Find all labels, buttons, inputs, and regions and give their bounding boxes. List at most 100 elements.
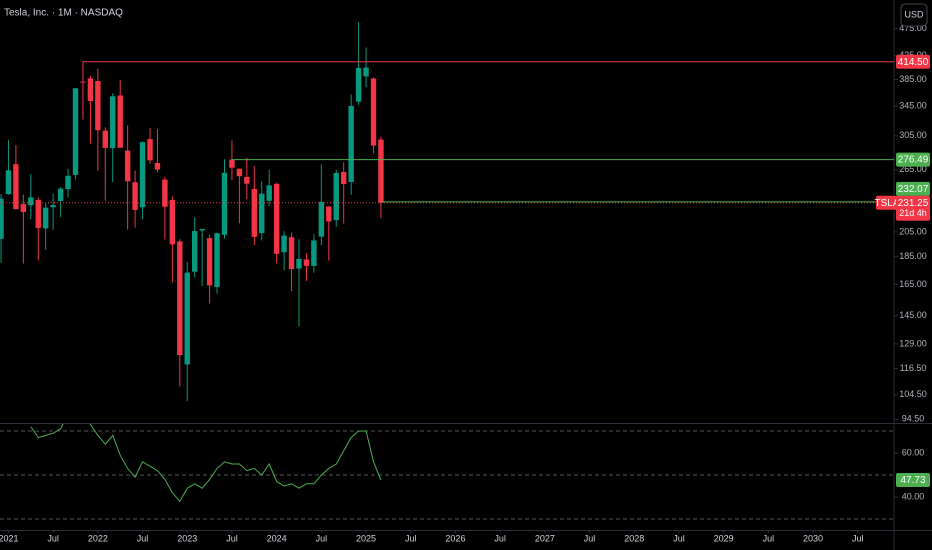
candle-body bbox=[80, 81, 86, 83]
candle-body bbox=[35, 199, 41, 228]
countdown: 21d 4h bbox=[899, 208, 927, 218]
candle-body bbox=[43, 207, 49, 229]
candle-body bbox=[378, 139, 384, 203]
level-tag-bg bbox=[896, 181, 930, 196]
x-tick-label: 2026 bbox=[445, 533, 465, 543]
candle-body bbox=[124, 150, 131, 182]
candle-body bbox=[341, 171, 347, 185]
x-tick-label: 2028 bbox=[624, 533, 644, 543]
candle-body bbox=[147, 139, 153, 161]
level-tag: 232.07 bbox=[898, 184, 929, 195]
y-tick-label: 60.00 bbox=[902, 447, 925, 457]
x-tick-label: Jul bbox=[763, 533, 775, 543]
candle-body bbox=[214, 233, 220, 288]
candle-body bbox=[206, 238, 213, 286]
x-tick-label: 2024 bbox=[267, 533, 287, 543]
y-tick-label: 129.00 bbox=[899, 338, 927, 348]
candle-body bbox=[311, 240, 317, 266]
candle-body bbox=[13, 164, 19, 210]
y-tick-label: 385.00 bbox=[899, 74, 927, 84]
symbol-tag-bg bbox=[876, 195, 898, 210]
rsi-last-tag-bg bbox=[896, 473, 930, 488]
candle-body bbox=[50, 205, 56, 208]
last-price-tag: 231.25 bbox=[898, 198, 929, 209]
currency-button[interactable] bbox=[900, 3, 928, 27]
y-tick-label: 104.50 bbox=[899, 389, 927, 399]
chart-title: Tesla, Inc. · 1M · NASDAQ bbox=[4, 8, 123, 19]
candle-body bbox=[251, 189, 257, 237]
candle-body bbox=[192, 231, 198, 272]
currency-label[interactable]: USD bbox=[904, 9, 924, 19]
candle-body bbox=[162, 179, 168, 207]
x-tick-label: 2027 bbox=[535, 533, 555, 543]
x-tick-label: 2021 bbox=[0, 533, 18, 543]
rsi-pane bbox=[0, 424, 894, 520]
x-tick-label: 2030 bbox=[803, 533, 823, 543]
x-tick-label: Jul bbox=[852, 533, 864, 543]
candle-body bbox=[326, 206, 332, 222]
x-tick-label: 2023 bbox=[177, 533, 197, 543]
x-tick-label: Jul bbox=[584, 533, 596, 543]
y-tick-label: 165.00 bbox=[899, 279, 927, 289]
candle-body bbox=[184, 272, 190, 365]
level-tag-bg bbox=[896, 54, 930, 69]
y-tick-label: 265.00 bbox=[899, 164, 927, 174]
price-pane bbox=[0, 21, 894, 402]
x-tick-label: 2022 bbox=[88, 533, 108, 543]
level-tag: 414.50 bbox=[898, 57, 929, 68]
y-tick-label: 145.00 bbox=[899, 310, 927, 320]
candle-body bbox=[154, 163, 161, 170]
candle-body bbox=[110, 96, 116, 149]
candle-body bbox=[244, 176, 250, 184]
last-price-tag-bg bbox=[896, 195, 930, 221]
candle-body bbox=[281, 235, 287, 253]
candle-body bbox=[273, 183, 280, 254]
level-tag-bg bbox=[896, 152, 930, 167]
x-tick-label: 2029 bbox=[714, 533, 734, 543]
candle-body bbox=[87, 78, 94, 102]
candle-body bbox=[0, 198, 4, 239]
rsi-line bbox=[30, 424, 382, 503]
candle-body bbox=[132, 182, 138, 210]
candle-body bbox=[229, 159, 235, 168]
candle-body bbox=[72, 88, 79, 175]
x-tick-label: Jul bbox=[405, 533, 417, 543]
level-tag: 276.49 bbox=[898, 155, 929, 166]
y-tick-label: 305.00 bbox=[899, 130, 927, 140]
symbol-tag: TSLA bbox=[874, 198, 899, 209]
candle-body bbox=[57, 188, 64, 201]
candle-body bbox=[318, 201, 325, 237]
candle-body bbox=[296, 258, 302, 269]
x-tick-label: Jul bbox=[494, 533, 506, 543]
candle-body bbox=[177, 241, 183, 356]
candle-body bbox=[95, 81, 101, 131]
candle-body bbox=[117, 95, 123, 148]
candle-body bbox=[370, 78, 377, 146]
candle-body bbox=[5, 170, 12, 195]
candle-body bbox=[266, 185, 272, 201]
candle-body bbox=[221, 172, 228, 235]
y-tick-label: 205.00 bbox=[899, 226, 927, 236]
y-tick-label: 345.00 bbox=[899, 100, 927, 110]
x-tick-label: Jul bbox=[47, 533, 59, 543]
candle-body bbox=[199, 228, 205, 231]
candle-body bbox=[102, 130, 108, 148]
axes: 475.00425.00385.00345.00305.00265.00205.… bbox=[0, 23, 930, 543]
x-tick-label: 2025 bbox=[356, 533, 376, 543]
candle-body bbox=[20, 204, 27, 212]
candle-body bbox=[348, 105, 354, 183]
x-tick-label: Jul bbox=[137, 533, 149, 543]
y-tick-label: 116.50 bbox=[900, 363, 927, 373]
candle-body bbox=[28, 197, 34, 206]
candle-body bbox=[169, 199, 176, 245]
y-tick-label: 475.00 bbox=[899, 23, 927, 33]
candle-body bbox=[333, 172, 339, 221]
x-tick-label: Jul bbox=[316, 533, 328, 543]
candle-body bbox=[363, 67, 369, 77]
candle-body bbox=[139, 142, 146, 208]
y-tick-label: 40.00 bbox=[902, 491, 925, 501]
candle-body bbox=[288, 237, 295, 270]
y-tick-label: 94.50 bbox=[902, 414, 925, 424]
